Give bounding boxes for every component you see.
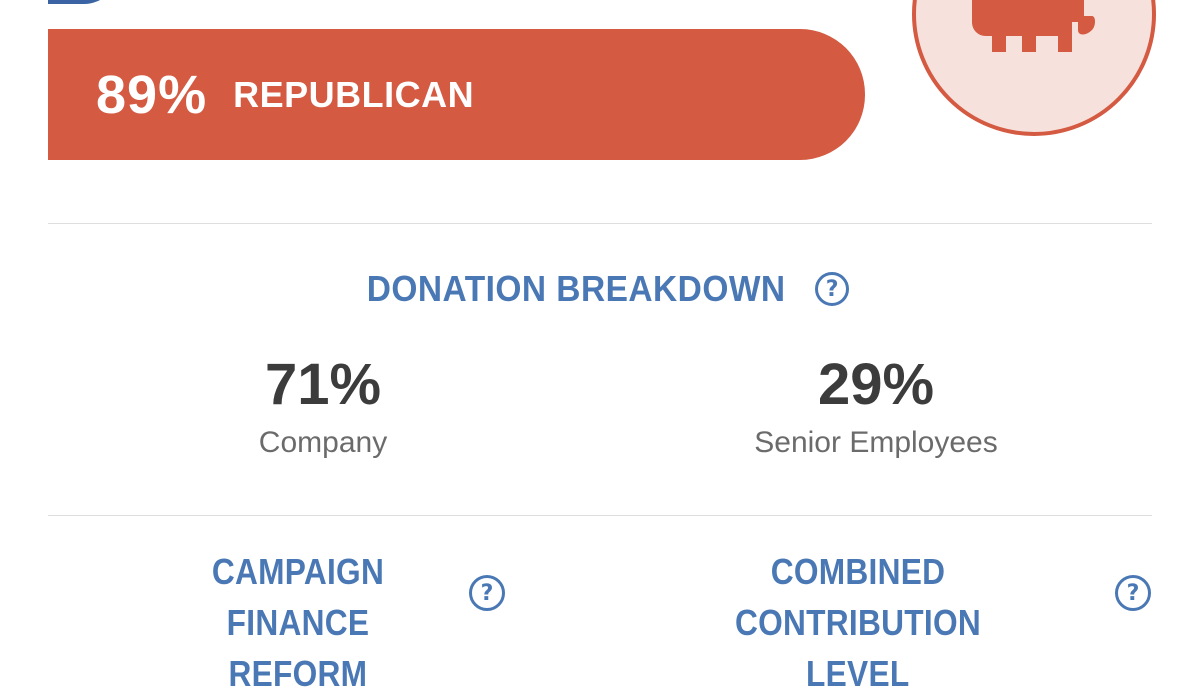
donation-breakdown-header: DONATION BREAKDOWN ?	[0, 268, 1200, 310]
combined-contribution-level-heading: COMBINED CONTRIBUTION LEVEL	[628, 546, 1088, 699]
campaign-finance-reform-line-2: REFORM	[228, 653, 368, 694]
previous-bar-edge	[48, 0, 118, 4]
donation-breakdown-help-icon[interactable]: ?	[815, 272, 850, 306]
combined-contribution-level-line-2: LEVEL	[806, 653, 910, 694]
senior-employees-percent: 29%	[817, 352, 935, 417]
senior-employees-stat: 29% Senior Employees	[626, 352, 1126, 460]
company-label: Company	[258, 426, 388, 459]
section-divider	[48, 515, 1152, 516]
company-stat: 71% Company	[73, 352, 573, 460]
donation-breakdown-title: DONATION BREAKDOWN	[366, 268, 786, 309]
company-percent: 71%	[264, 352, 382, 417]
party-name: REPUBLICAN	[233, 73, 475, 115]
campaign-finance-reform-help-icon[interactable]: ?	[469, 575, 505, 611]
campaign-finance-reform-line-1: CAMPAIGN FINANCE	[211, 551, 385, 643]
party-percent: 89%	[96, 64, 208, 125]
party-logo	[912, 0, 1156, 136]
elephant-icon	[972, 0, 1095, 52]
combined-contribution-level-help-icon[interactable]: ?	[1115, 575, 1151, 611]
senior-employees-label: Senior Employees	[754, 426, 998, 459]
combined-contribution-level-line-1: COMBINED CONTRIBUTION	[734, 551, 982, 643]
campaign-finance-reform-heading: CAMPAIGN FINANCE REFORM	[128, 546, 468, 699]
party-lean-bar: 89% REPUBLICAN	[48, 29, 865, 160]
section-divider	[48, 223, 1152, 224]
